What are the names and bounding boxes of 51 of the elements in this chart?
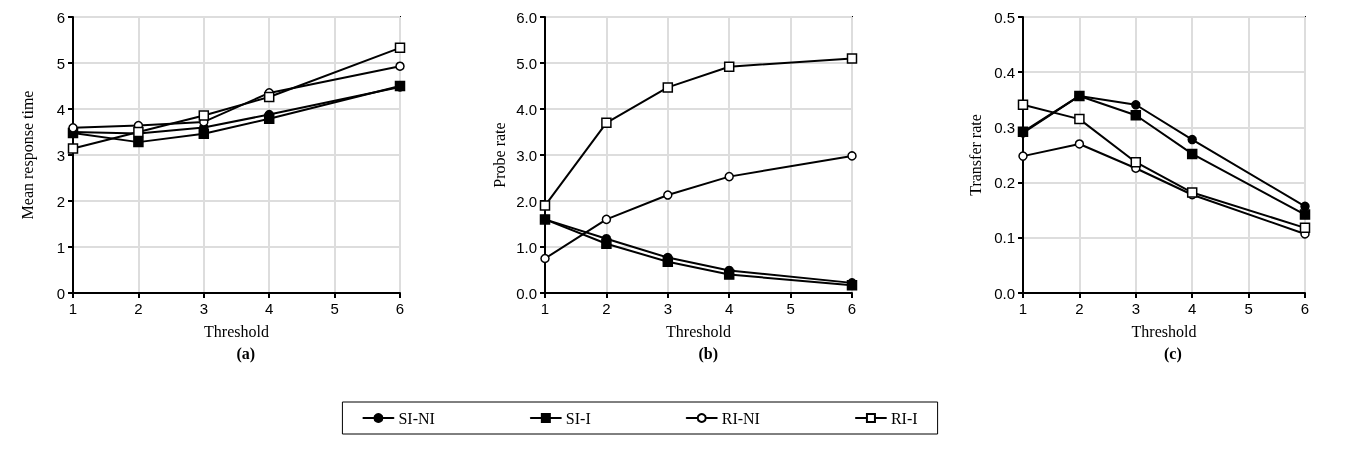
x-tick-label: 3 (663, 300, 672, 317)
y-tick-label: 1 (56, 238, 65, 256)
y-tick-label: 0.2 (994, 174, 1015, 192)
legend-label: SI-NI (398, 409, 435, 427)
y-tick-label: 2.0 (516, 192, 537, 210)
y-tick-label: 6.0 (516, 8, 537, 26)
text: (c) (1164, 344, 1182, 363)
x-tick-label: 1 (1018, 300, 1028, 317)
x-tick-label: 4 (725, 300, 734, 317)
text: (a) (236, 344, 256, 363)
x-tick-label: 5 (330, 300, 339, 317)
legend-label: RI-I (890, 409, 918, 427)
y-tick-label: 0.1 (994, 229, 1015, 247)
y-tick-label: 5.0 (516, 54, 537, 72)
legend-label: SI-I (565, 409, 591, 427)
x-axis-title: Threshold (666, 322, 731, 340)
legend-label: RI-NI (721, 409, 760, 427)
text: (b) (698, 344, 719, 363)
y-tick-label: 0.0 (516, 284, 537, 302)
y-axis-title: Probe rate (490, 122, 508, 188)
x-tick-label: 2 (1075, 300, 1084, 317)
y-tick-label: 0.4 (994, 63, 1015, 81)
x-tick-label: 3 (1131, 300, 1140, 317)
x-tick-label: 5 (786, 300, 795, 317)
x-axis-title: Threshold (204, 322, 269, 340)
y-tick-label: 0.5 (994, 8, 1015, 26)
y-tick-label: 3.0 (516, 146, 537, 164)
y-tick-label: 1.0 (516, 238, 537, 256)
x-tick-label: 3 (199, 300, 208, 317)
x-tick-label: 6 (847, 300, 857, 317)
y-tick-label: 5 (56, 54, 65, 72)
y-tick-label: 3 (56, 146, 65, 164)
y-axis-title: Mean response time (18, 90, 37, 220)
x-tick-label: 6 (395, 300, 405, 317)
x-tick-label: 2 (602, 300, 611, 317)
y-tick-label: 4.0 (516, 100, 537, 118)
x-tick-label: 1 (68, 300, 78, 317)
y-tick-label: 4 (56, 100, 65, 118)
x-axis-title: Threshold (1131, 322, 1197, 340)
x-tick-label: 2 (134, 300, 143, 317)
y-tick-label: 0 (56, 284, 65, 302)
y-tick-label: 2 (56, 192, 65, 210)
y-tick-label: 0.3 (994, 118, 1015, 136)
y-tick-label: 0.0 (994, 284, 1015, 302)
y-axis-title: Transfer rate (966, 114, 984, 196)
x-tick-label: 4 (1188, 300, 1197, 317)
x-tick-label: 5 (1244, 300, 1253, 317)
x-tick-label: 1 (540, 300, 550, 317)
x-tick-label: 6 (1300, 300, 1310, 317)
y-tick-label: 6 (56, 8, 65, 26)
x-tick-label: 4 (265, 300, 274, 317)
